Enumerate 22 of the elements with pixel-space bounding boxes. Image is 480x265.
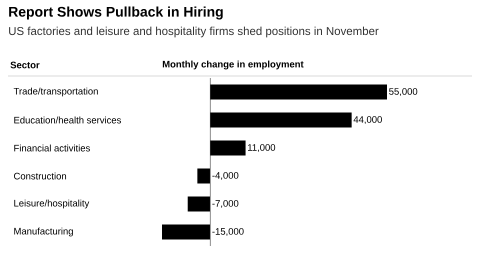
data-label: 11,000 <box>248 144 276 152</box>
y-tick-label: Trade/transportation <box>14 88 98 96</box>
data-label: -15,000 <box>212 228 244 236</box>
chart-subtitle: US factories and leisure and hospitality firms shed positions in November <box>9 26 379 38</box>
bar <box>188 196 210 212</box>
y-tick-label: Manufacturing <box>14 228 73 236</box>
bar <box>197 168 210 184</box>
bar <box>210 140 246 156</box>
data-label: -7,000 <box>212 200 238 208</box>
y-axis-title: Sector <box>10 62 40 68</box>
y-tick-label: Leisure/hospitality <box>14 200 90 208</box>
data-label: 55,000 <box>389 88 418 96</box>
y-tick-label: Education/health services <box>14 116 122 124</box>
y-tick-label: Construction <box>14 172 66 180</box>
data-label: -4,000 <box>212 172 238 180</box>
bar <box>210 84 388 100</box>
y-tick-label: Financial activities <box>14 144 90 152</box>
bar <box>210 112 352 128</box>
data-label: 44,000 <box>354 116 382 124</box>
chart-title: Report Shows Pullback in Hiring <box>9 6 223 20</box>
x-axis-title: Monthly change in employment <box>162 60 304 70</box>
bar <box>162 224 210 240</box>
